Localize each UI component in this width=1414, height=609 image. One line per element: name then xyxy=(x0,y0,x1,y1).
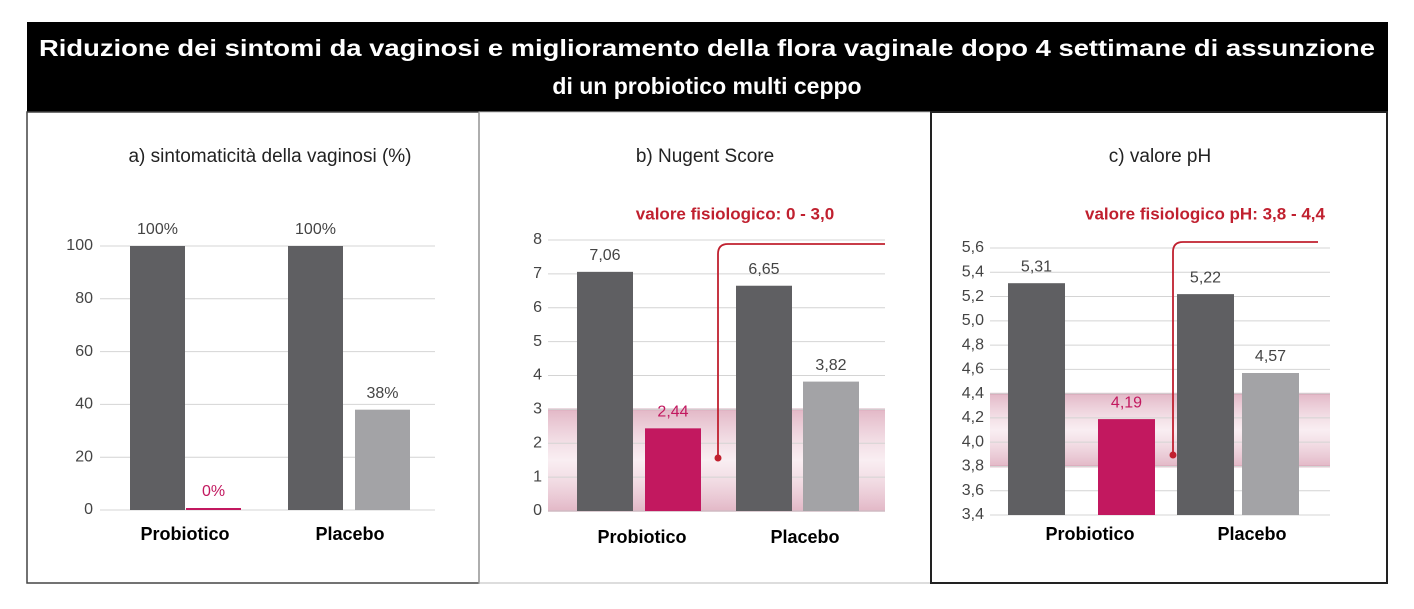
chart-title: c) valore pH xyxy=(1109,146,1211,167)
y-tick-label: 7 xyxy=(533,265,542,282)
y-tick-label: 2 xyxy=(533,434,542,451)
bar xyxy=(1242,373,1299,515)
y-tick-label: 1 xyxy=(533,468,542,485)
y-tick-label: 5 xyxy=(533,333,542,350)
y-tick-label: 6 xyxy=(533,299,542,316)
bar xyxy=(736,285,792,511)
value-label: 5,22 xyxy=(1190,269,1221,286)
bar xyxy=(355,409,410,510)
y-tick-label: 0 xyxy=(533,502,542,519)
y-tick-label: 20 xyxy=(75,448,93,465)
y-tick-label: 5,6 xyxy=(962,239,984,256)
value-label: 2,44 xyxy=(657,404,688,421)
x-tick-label: Placebo xyxy=(315,524,384,544)
value-label: 0% xyxy=(202,483,225,500)
panel xyxy=(478,111,932,584)
y-tick-label: 4,0 xyxy=(962,433,984,450)
y-tick-label: 5,2 xyxy=(962,288,984,305)
y-tick-label: 3,4 xyxy=(962,506,984,523)
chart-title: b) Nugent Score xyxy=(636,146,774,167)
y-tick-label: 8 xyxy=(533,231,542,248)
value-label: 5,31 xyxy=(1021,258,1052,275)
bar xyxy=(186,508,241,510)
connector-dot xyxy=(714,454,722,462)
x-tick-label: Probiotico xyxy=(1046,524,1135,544)
header-title: di un probiotico multi ceppo xyxy=(552,73,861,99)
chart-title: a) sintomaticità della vaginosi (%) xyxy=(128,146,411,167)
y-tick-label: 60 xyxy=(75,343,93,360)
bar xyxy=(645,428,701,511)
connector xyxy=(1172,241,1318,455)
annotation: valore fisiologico: 0 - 3,0 xyxy=(636,204,834,223)
y-tick-label: 0 xyxy=(84,501,93,518)
y-tick-label: 5,0 xyxy=(962,312,984,329)
bar xyxy=(1177,294,1234,515)
y-tick-label: 5,4 xyxy=(962,263,984,280)
bar xyxy=(288,246,343,510)
value-label: 3,82 xyxy=(815,357,846,374)
value-label: 6,65 xyxy=(748,261,779,278)
bar xyxy=(577,271,633,511)
value-label: 100% xyxy=(137,221,178,238)
connector xyxy=(717,243,885,458)
y-tick-label: 3,8 xyxy=(962,458,984,475)
y-tick-label: 4 xyxy=(533,367,542,384)
x-tick-label: Placebo xyxy=(770,527,839,547)
value-label: 4,57 xyxy=(1255,348,1286,365)
y-tick-label: 100 xyxy=(66,237,93,254)
panel xyxy=(26,111,480,584)
x-tick-label: Probiotico xyxy=(598,527,687,547)
bar xyxy=(803,381,859,511)
header-bar xyxy=(27,22,1388,112)
y-tick-label: 4,2 xyxy=(962,409,984,426)
value-label: 4,19 xyxy=(1111,394,1142,411)
y-tick-label: 3,6 xyxy=(962,482,984,499)
header-title: Riduzione dei sintomi da vaginosi e migl… xyxy=(39,35,1375,61)
connector-dot xyxy=(1169,451,1177,459)
y-tick-label: 40 xyxy=(75,396,93,413)
x-tick-label: Probiotico xyxy=(141,524,230,544)
annotation: valore fisiologico pH: 3,8 - 4,4 xyxy=(1085,204,1325,223)
y-tick-label: 4,6 xyxy=(962,361,984,378)
y-tick-label: 80 xyxy=(75,290,93,307)
value-label: 7,06 xyxy=(589,247,620,264)
bar xyxy=(1098,419,1155,515)
y-tick-label: 4,8 xyxy=(962,336,984,353)
x-tick-label: Placebo xyxy=(1217,524,1286,544)
y-tick-label: 3 xyxy=(533,401,542,418)
bar xyxy=(130,246,185,510)
value-label: 100% xyxy=(295,221,336,238)
y-tick-label: 4,4 xyxy=(962,385,984,402)
panel xyxy=(930,111,1388,584)
bar xyxy=(1008,283,1065,515)
value-label: 38% xyxy=(366,385,398,402)
